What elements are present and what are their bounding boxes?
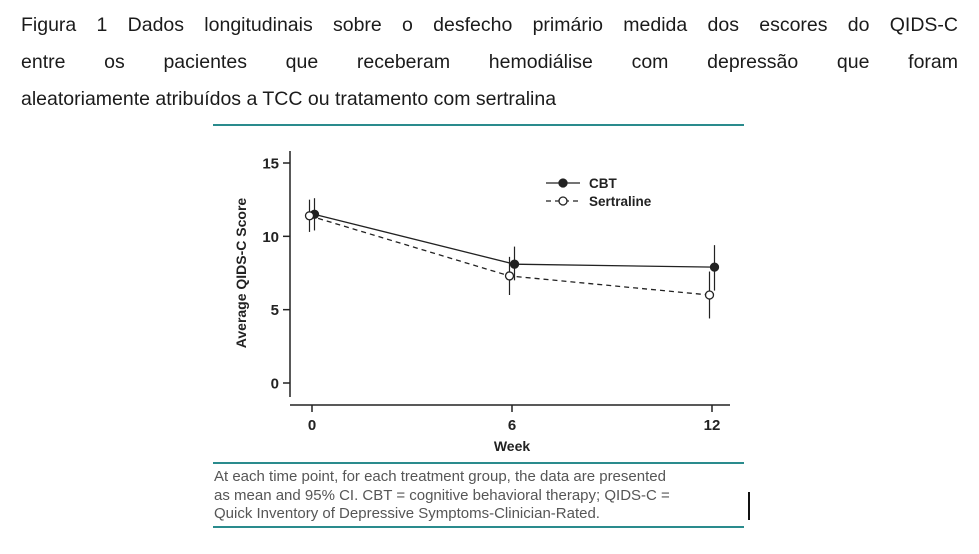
- x-tick-label: 0: [308, 417, 316, 434]
- figure-title-line: entre os pacientes que receberam hemodiá…: [21, 51, 958, 73]
- line-chart-svg: 0 5 10 15 0 6 12 Average QIDS-C Score Week CBT Ser…: [233, 151, 730, 454]
- sertraline-marker: [704, 290, 715, 300]
- legend-marker: [558, 178, 568, 188]
- legend-label: CBT: [589, 176, 617, 191]
- y-tick-label: 10: [262, 229, 279, 246]
- y-tick-label: 0: [271, 376, 279, 393]
- figure-top-rule: [213, 124, 744, 126]
- figure-title-line: Figura 1 Dados longitudinais sobre o des…: [21, 14, 958, 36]
- caption-bottom-rule: [213, 526, 744, 528]
- figure-title-line: aleatoriamente atribuídos a TCC ou trata…: [21, 88, 557, 110]
- legend-marker: [558, 196, 568, 206]
- sertraline-marker: [504, 271, 515, 281]
- figure-title[interactable]: Figura 1 Dados longitudinais sobre o des…: [21, 7, 958, 118]
- y-tick-label: 15: [262, 156, 279, 173]
- x-axis-label: Week: [494, 438, 531, 454]
- figure-caption-line: Quick Inventory of Depressive Symptoms-C…: [214, 505, 600, 522]
- y-tick-label: 5: [271, 302, 279, 319]
- caption-top-rule: [213, 462, 744, 464]
- text-cursor: [748, 492, 750, 520]
- sertraline-marker: [304, 211, 315, 221]
- x-tick-label: 6: [508, 417, 516, 434]
- figure-caption-line: At each time point, for each treatment g…: [214, 468, 666, 485]
- figure-caption-line: as mean and 95% CI. CBT = cognitive beha…: [214, 486, 670, 504]
- cbt-marker: [709, 262, 720, 272]
- cbt-marker: [509, 259, 520, 269]
- qids-line-chart[interactable]: 0 5 10 15 0 6 12 Average QIDS-C Score Week CBT Ser…: [230, 143, 745, 455]
- y-axis-label: Average QIDS-C Score: [233, 198, 249, 349]
- figure-caption[interactable]: At each time point, for each treatment g…: [214, 468, 762, 524]
- legend-label: Sertraline: [589, 194, 652, 209]
- x-tick-label: 12: [704, 417, 721, 434]
